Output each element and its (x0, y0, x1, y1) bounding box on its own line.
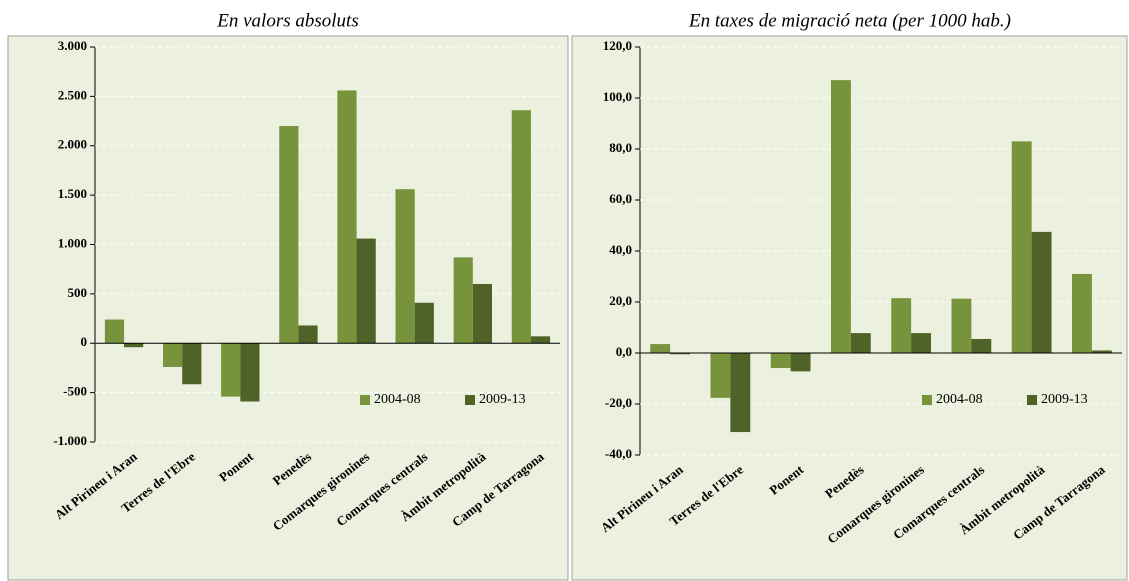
y-tick-label: 120,0 (603, 38, 632, 53)
y-tick-label: 20,0 (609, 293, 632, 308)
bar (650, 344, 671, 353)
bar (670, 353, 691, 355)
bar (511, 110, 531, 344)
bar (710, 353, 731, 398)
y-tick-label: -1.000 (53, 433, 87, 448)
legend-label: 2004-08 (374, 392, 421, 407)
bar (104, 319, 125, 344)
bar (1071, 273, 1092, 353)
bar (279, 126, 299, 344)
legend-swatch (360, 395, 370, 405)
y-tick-label: 40,0 (609, 242, 632, 257)
legend-label: 2009-13 (479, 392, 526, 407)
y-tick-label: -40,0 (605, 446, 632, 461)
bar (850, 333, 871, 353)
y-tick-label: 0 (81, 334, 88, 349)
chart-title: En valors absoluts (216, 10, 358, 31)
y-tick-label: 2.000 (58, 137, 87, 152)
y-tick-label: -20,0 (605, 395, 632, 410)
chart-title: En taxes de migració neta (per 1000 hab.… (688, 10, 1011, 31)
bar (1091, 350, 1112, 353)
bar (530, 336, 551, 344)
y-tick-label: 2.500 (58, 87, 87, 102)
bar (730, 353, 751, 433)
bar (337, 90, 357, 344)
bar (298, 325, 318, 344)
legend-swatch (1027, 395, 1037, 405)
y-tick-label: -500 (63, 384, 87, 399)
bar (790, 353, 811, 372)
bar (453, 257, 473, 344)
bar (951, 298, 972, 353)
y-tick-label: 100,0 (603, 89, 632, 104)
bar (182, 343, 202, 385)
bar (830, 80, 851, 354)
y-tick-label: 60,0 (609, 191, 632, 206)
legend-label: 2004-08 (936, 392, 983, 407)
y-tick-label: 500 (68, 285, 88, 300)
bar (971, 338, 992, 353)
bar (414, 302, 434, 344)
bar (240, 343, 260, 402)
legend-label: 2009-13 (1041, 392, 1088, 407)
y-tick-label: 3.000 (58, 38, 87, 53)
bar (891, 298, 912, 353)
legend-swatch (922, 395, 932, 405)
bar (1011, 141, 1032, 353)
bar (472, 284, 492, 344)
y-tick-label: 1.500 (58, 186, 87, 201)
bar (124, 343, 144, 348)
legend-swatch (465, 395, 475, 405)
bar (770, 353, 791, 369)
bar (356, 238, 376, 344)
bar (395, 189, 415, 344)
bar (221, 343, 241, 397)
y-tick-label: 1.000 (58, 235, 87, 250)
bar (163, 343, 183, 367)
bar (911, 333, 932, 353)
y-tick-label: 0,0 (616, 344, 632, 359)
bar (1031, 231, 1052, 353)
y-tick-label: 80,0 (609, 140, 632, 155)
